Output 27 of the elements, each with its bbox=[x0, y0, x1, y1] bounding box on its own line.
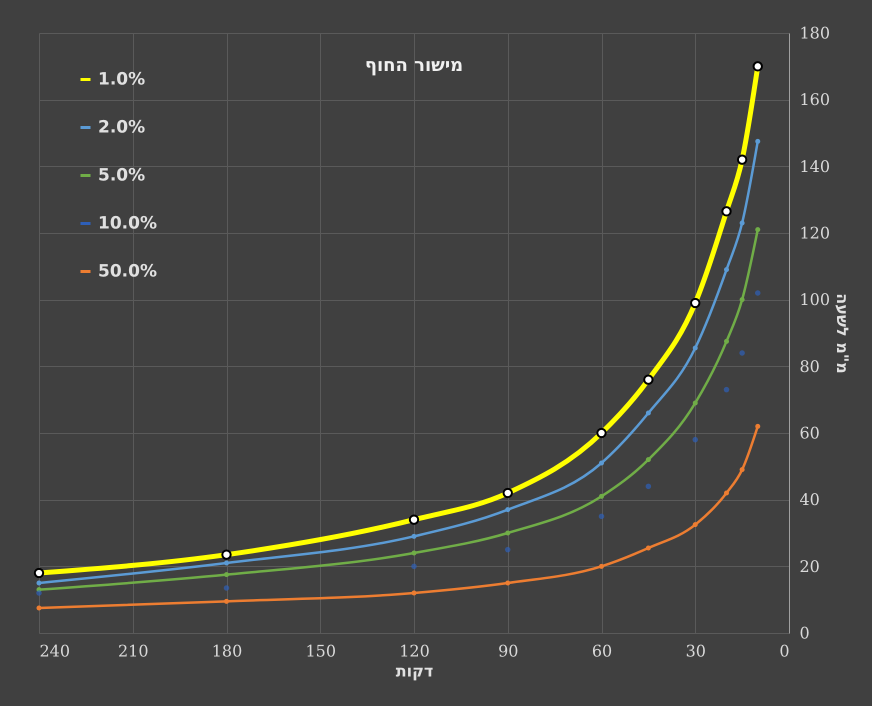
legend-label: 2.0% bbox=[98, 118, 146, 138]
x-axis-title: דקות bbox=[396, 662, 434, 680]
legend-label: 1.0% bbox=[98, 70, 146, 90]
y-tick-label: 0 bbox=[800, 624, 810, 642]
x-tick-label: 150 bbox=[305, 642, 336, 660]
x-tick-label: 240 bbox=[40, 642, 70, 660]
y-tick-label: 40 bbox=[800, 490, 820, 510]
y-tick-label: 120 bbox=[800, 224, 830, 242]
legend-label: 50.0% bbox=[98, 262, 157, 282]
legend-label: 5.0% bbox=[98, 166, 146, 186]
x-tick-label: 120 bbox=[399, 642, 430, 660]
y-axis-title: מ"מ לשעה bbox=[833, 293, 852, 374]
x-tick-label: 180 bbox=[212, 642, 242, 660]
x-tick-label: 0 bbox=[779, 642, 790, 660]
y-tick-label: 20 bbox=[800, 556, 820, 576]
y-tick-label: 140 bbox=[800, 156, 830, 176]
legend-label: 10.0% bbox=[98, 214, 157, 234]
text: מישור החוף bbox=[364, 55, 464, 76]
x-tick-label: 60 bbox=[592, 642, 612, 660]
y-tick-label: 60 bbox=[800, 424, 820, 442]
y-tick-label: 180 bbox=[800, 24, 830, 42]
x-tick-label: 90 bbox=[498, 642, 518, 660]
y-tick-label: 80 bbox=[800, 356, 820, 376]
y-tick-label: 160 bbox=[800, 90, 830, 110]
x-tick-label: 30 bbox=[686, 642, 706, 660]
x-tick-label: 210 bbox=[118, 642, 149, 660]
y-tick-label: 100 bbox=[800, 290, 830, 310]
